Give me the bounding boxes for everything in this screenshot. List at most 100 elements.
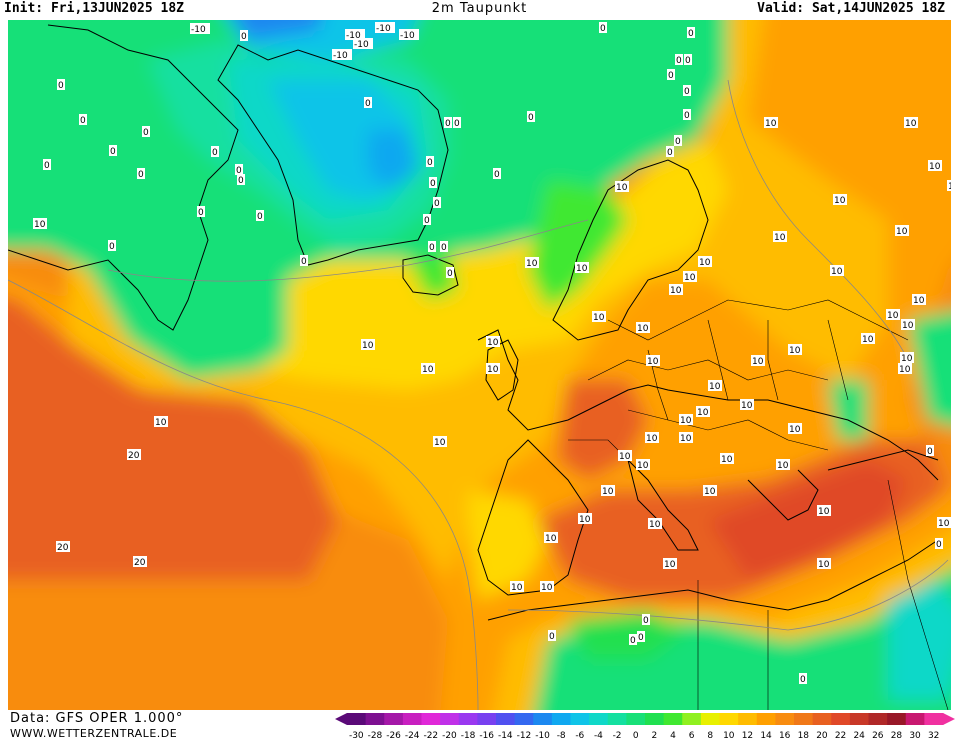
contour-label: 0 [240,30,248,42]
contour-label: 0 [426,156,434,168]
contour-label: 10 [788,423,802,435]
svg-text:10: 10 [579,515,591,525]
svg-text:0: 0 [688,29,694,39]
svg-text:0: 0 [445,119,451,129]
svg-text:10: 10 [487,338,499,348]
contour-label: 0 [364,97,372,109]
africa-coast [487,539,939,621]
svg-text:10: 10 [34,220,46,230]
contour-label: 0 [423,214,431,226]
svg-text:0: 0 [198,208,204,218]
contour-label: 10 [764,117,778,129]
contour-label: -10 [375,22,395,34]
legend-tick-label: -18 [461,731,476,740]
svg-text:10: 10 [948,182,951,192]
contour-label: 10 [898,363,912,375]
svg-text:10: 10 [789,346,801,356]
contour-label: 0 [642,614,650,626]
svg-text:0: 0 [109,242,115,252]
contour-label: 10 [817,558,831,570]
svg-text:10: 10 [938,519,950,529]
contour-label: 10 [679,414,693,426]
greece-coast [747,469,819,521]
svg-text:-10: -10 [354,40,369,50]
svg-text:0: 0 [494,170,500,180]
contour-label: 0 [237,174,245,186]
legend-tick-label: 2 [651,731,657,740]
legend-tick-label: 20 [816,731,828,740]
contour-label: -10 [190,23,210,35]
legend-swatches [335,713,955,725]
legend-tick-label: 0 [633,731,639,740]
dewpoint-fill [8,20,951,710]
svg-text:10: 10 [511,583,523,593]
svg-text:10: 10 [789,425,801,435]
svg-text:0: 0 [236,166,242,176]
legend-tick-label: -26 [386,731,401,740]
svg-text:10: 10 [741,401,753,411]
svg-text:0: 0 [685,56,691,66]
svg-text:0: 0 [301,257,307,267]
svg-text:10: 10 [647,357,659,367]
svg-text:10: 10 [670,286,682,296]
uk-coast [485,339,519,401]
svg-text:0: 0 [441,243,447,253]
legend-swatch [905,713,925,725]
svg-text:0: 0 [528,113,534,123]
legend-swatch [849,713,869,725]
svg-text:10: 10 [619,452,631,462]
svg-text:10: 10 [697,408,709,418]
contour-label: 10 [720,453,734,465]
contour-label: 10 [788,344,802,356]
legend-swatch [477,713,497,725]
svg-text:20: 20 [128,451,140,461]
svg-text:10: 10 [831,267,843,277]
svg-text:0: 0 [454,119,460,129]
legend-tick-label: -20 [442,731,457,740]
svg-text:0: 0 [429,243,435,253]
legend-tick-label: 30 [909,731,921,740]
svg-text:0: 0 [667,148,673,158]
svg-text:-10: -10 [376,24,391,34]
legend-tick-label: -24 [405,731,420,740]
legend-tick-label: 10 [723,731,735,740]
contour-label: 10 [901,319,915,331]
legend-swatch [868,713,888,725]
contour-label: 10 [421,363,435,375]
legend-swatch [794,713,814,725]
svg-text:10: 10 [541,583,553,593]
svg-text:10: 10 [774,233,786,243]
contour-label: 0 [527,111,535,123]
contour-label: 10 [618,450,632,462]
contour-label: 0 [675,54,683,66]
legend-tick-label: 4 [670,731,676,740]
contour-label: 10 [669,284,683,296]
svg-text:0: 0 [212,148,218,158]
website-link[interactable]: WWW.WETTERZENTRALE.DE [10,727,178,740]
contour-label: 0 [433,197,441,209]
legend-swatch [458,713,478,725]
map-title: 2m Taupunkt [431,1,528,16]
legend-tick-label: 6 [689,731,695,740]
svg-text:0: 0 [427,158,433,168]
svg-text:0: 0 [424,216,430,226]
svg-text:0: 0 [434,199,440,209]
svg-text:10: 10 [155,418,167,428]
iberia-coast [477,439,589,596]
svg-text:10: 10 [818,507,830,517]
contour-label: 0 [79,114,87,126]
contour-label: 10 [833,194,847,206]
svg-text:0: 0 [638,633,644,643]
legend-ticks: -30 -28 -26 -24 -22 -20 -18 -16 -14 -12 -10 -8 -6 -4-… [349,731,939,740]
contour-label: 0 [684,54,692,66]
contour-label: 10 [886,309,900,321]
svg-text:10: 10 [752,357,764,367]
svg-text:0: 0 [44,161,50,171]
contour-label: 0 [935,538,943,550]
contour-label: 10 [646,355,660,367]
legend-tick-label: 16 [779,731,791,740]
legend-swatch [663,713,683,725]
contour-label: 10 [486,336,500,348]
svg-text:10: 10 [913,296,925,306]
